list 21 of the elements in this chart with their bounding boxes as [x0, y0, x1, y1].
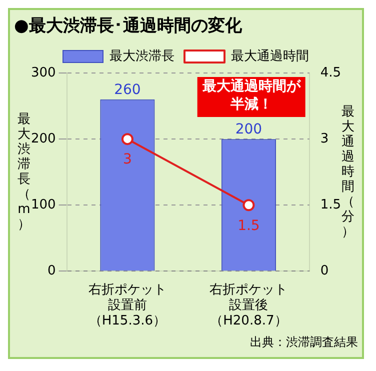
- y2-tick-label: 4.5: [320, 65, 342, 80]
- legend-label: 最大渋滞長: [110, 48, 174, 64]
- data-label: 3: [122, 152, 132, 168]
- x-tick-label: 右折ポケット設置後（H20.8.7）: [210, 282, 288, 329]
- legend-label: 最大通過時間: [231, 48, 309, 64]
- y-axis-title: 最大渋滞長（m）: [18, 112, 30, 232]
- data-label: 1.5: [238, 218, 260, 234]
- y2-tick-label: 1.5: [320, 198, 342, 213]
- chart-title: ●最大渋滞長･通過時間の変化: [14, 15, 243, 38]
- y2-tick-label: 3: [320, 131, 329, 146]
- x-tick-label: 右折ポケット設置前（H15.3.6）: [88, 282, 166, 329]
- y2-tick-label: 0: [320, 264, 329, 279]
- y-tick-label: 100: [30, 198, 56, 213]
- data-label: 260: [114, 82, 141, 98]
- text: 最大通過時間（分）: [342, 104, 354, 240]
- data-label: 200: [235, 122, 262, 138]
- source-note: 出典：渋滞調査結果: [249, 334, 358, 351]
- y-tick-label: 0: [48, 264, 56, 279]
- y-tick-label: 200: [30, 131, 56, 146]
- y-tick-label: 300: [30, 65, 56, 80]
- annotation: 最大通過時間が半減！: [201, 78, 302, 113]
